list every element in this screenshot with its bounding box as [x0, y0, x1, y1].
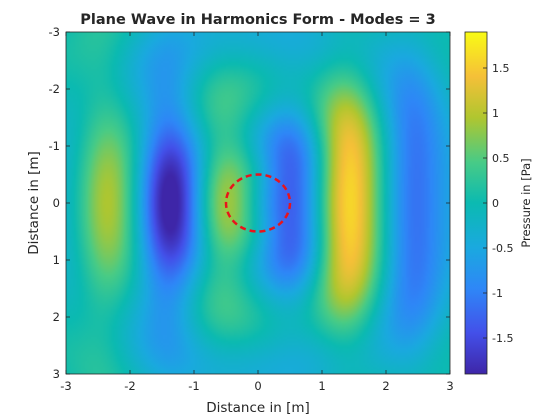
y-tick-label: 1: [53, 253, 60, 267]
y-tick-label: 2: [53, 310, 60, 324]
y-axis: -3 -2 -1 0 1 2 3: [49, 25, 450, 381]
cylinder-boundary: [224, 173, 292, 233]
x-tick-label: 1: [318, 379, 325, 393]
y-tick-label: 0: [53, 196, 60, 210]
x-tick-label: 3: [446, 379, 453, 393]
heatmap-area: [66, 32, 450, 374]
colorbar-tick-label: 0: [492, 197, 499, 210]
x-axis-label: Distance in [m]: [206, 400, 310, 416]
y-tick-label: -1: [49, 139, 60, 153]
colorbar-tick-label: 1.5: [492, 62, 510, 75]
chart-title: Plane Wave in Harmonics Form - Modes = 3: [80, 12, 435, 28]
colorbar-ticks: -1.5 -1 -0.5 0 0.5 1 1.5: [483, 62, 513, 345]
y-axis-label: Distance in [m]: [26, 151, 42, 255]
colorbar-tick-label: -1: [492, 287, 503, 300]
x-tick-label: 0: [254, 379, 261, 393]
y-tick-label: -3: [49, 25, 60, 39]
colorbar-tick-label: -1.5: [492, 332, 513, 345]
heatmap-canvas: [66, 32, 450, 374]
x-tick-label: -3: [60, 379, 71, 393]
colorbar: [465, 32, 487, 374]
x-tick-label: 2: [382, 379, 389, 393]
colorbar-tick-label: -0.5: [492, 242, 513, 255]
x-axis: -3 -2 -1 0 1 2 3: [60, 32, 454, 393]
x-tick-label: -2: [124, 379, 135, 393]
y-tick-label: -2: [49, 82, 60, 96]
x-tick-label: -1: [188, 379, 199, 393]
colorbar-tick-label: 0.5: [492, 152, 510, 165]
colorbar-tick-label: 1: [492, 107, 499, 120]
colorbar-label: Pressure in [Pa]: [519, 158, 533, 247]
y-tick-label: 3: [53, 367, 60, 381]
